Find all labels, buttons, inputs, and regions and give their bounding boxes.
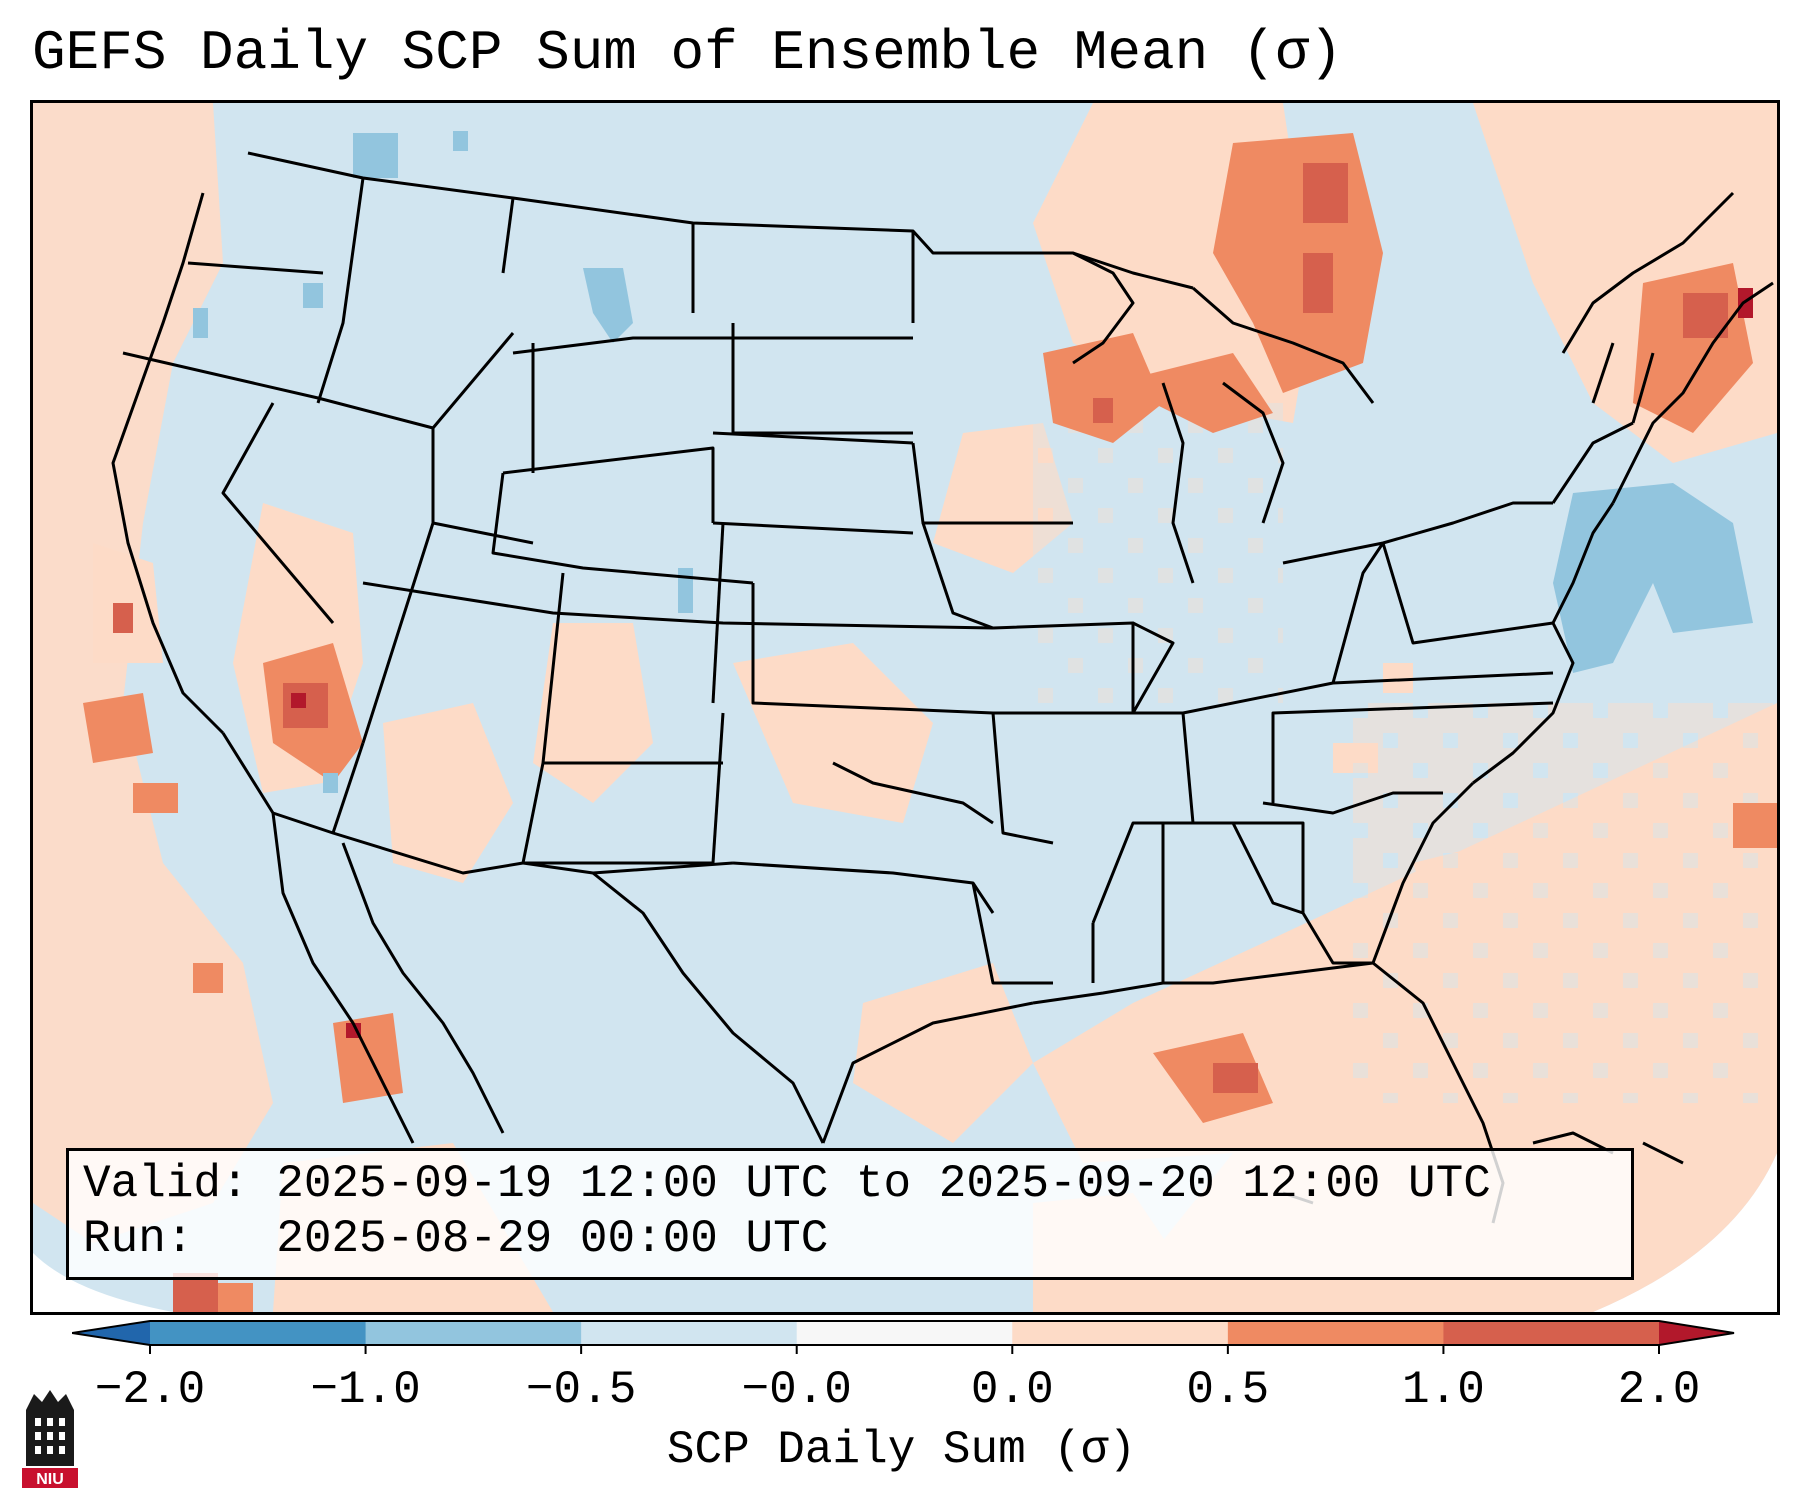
colorbar-bin xyxy=(796,1321,1013,1345)
colorbar-bin xyxy=(1227,1321,1444,1345)
colorbar-bin xyxy=(365,1321,582,1345)
colorbar-tick-label: −0.0 xyxy=(741,1364,852,1416)
colorbar-bin xyxy=(1012,1321,1229,1345)
run-time-line: Run: 2025-08-29 00:00 UTC xyxy=(83,1213,829,1265)
colorbar-tick-label: −0.5 xyxy=(525,1364,637,1416)
map-title: GEFS Daily SCP Sum of Ensemble Mean (σ) xyxy=(32,21,1343,85)
colorbar-bin xyxy=(150,1321,367,1345)
svg-text:NIU: NIU xyxy=(36,1471,64,1488)
niu-logo: NIU xyxy=(22,1390,78,1488)
colorbar-over-arrow xyxy=(1659,1321,1734,1345)
colorbar-under-arrow xyxy=(72,1321,150,1345)
colorbar-tick-label: 2.0 xyxy=(1617,1364,1701,1416)
map-panel xyxy=(30,100,1780,1315)
map-canvas xyxy=(33,103,1777,1312)
colorbar-bin xyxy=(1443,1321,1660,1345)
colorbar-tick-label: −1.0 xyxy=(310,1364,421,1416)
colorbar-tick-label: −2.0 xyxy=(94,1364,206,1416)
state-boundaries xyxy=(111,151,1774,1224)
negative-anomaly-field xyxy=(193,131,1753,793)
colorbar-label: SCP Daily Sum (σ) xyxy=(666,1424,1137,1476)
validity-info-box: Valid: 2025-09-19 12:00 UTC to 2025-09-2… xyxy=(66,1148,1634,1280)
colorbar xyxy=(72,1320,1735,1354)
colorbar-tick-label: 0.0 xyxy=(970,1364,1054,1416)
strong-positive-anomaly xyxy=(113,163,1728,1312)
colorbar-tick-label: 0.5 xyxy=(1186,1364,1270,1416)
valid-time-line: Valid: 2025-09-19 12:00 UTC to 2025-09-2… xyxy=(83,1158,1491,1210)
colorbar-bin xyxy=(581,1321,798,1345)
colorbar-tick-label: 1.0 xyxy=(1402,1364,1485,1416)
